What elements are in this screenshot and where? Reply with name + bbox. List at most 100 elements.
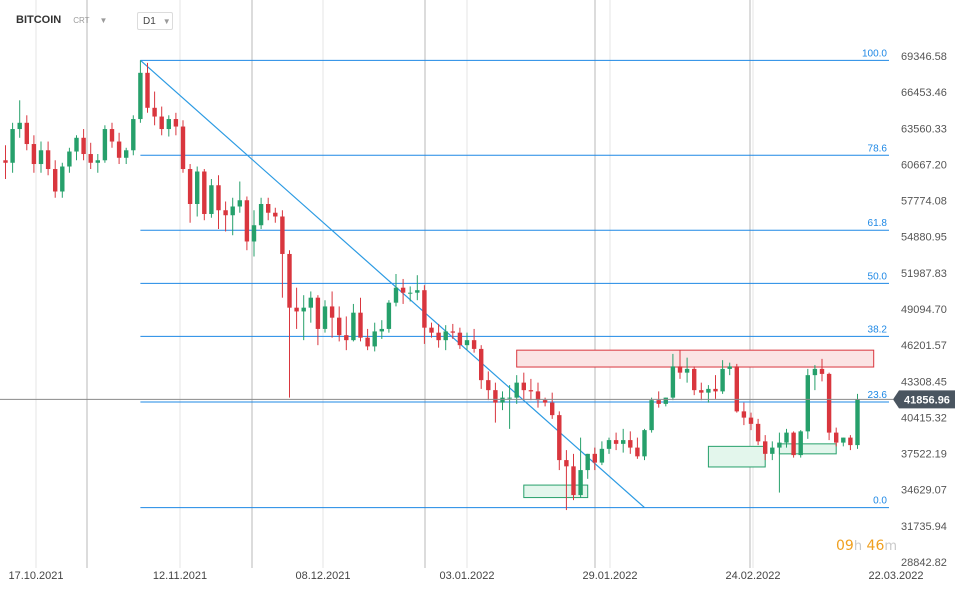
time-axis-label: 17.10.2021 <box>8 570 63 582</box>
candle-body <box>109 129 115 142</box>
candle <box>408 286 413 302</box>
candle-body <box>180 126 186 170</box>
candle-body <box>798 431 803 456</box>
candle-body <box>493 390 498 403</box>
fib-level-label: 100.0 <box>862 48 887 59</box>
time-axis-label: 12.11.2021 <box>153 570 207 582</box>
candle-body <box>386 302 392 329</box>
candle <box>180 120 186 173</box>
candle <box>621 428 626 453</box>
candle <box>713 375 718 399</box>
candle-body <box>479 348 484 381</box>
support-zone[interactable] <box>778 443 837 455</box>
candle-body <box>755 423 761 442</box>
candle <box>294 287 299 329</box>
fib-level-label: 0.0 <box>873 496 887 507</box>
candle-body <box>166 119 171 130</box>
symbol-type: CRT <box>73 15 90 25</box>
candle-body <box>642 430 647 457</box>
time-axis[interactable]: 17.10.2021 12.11.2021 08.12.2021 03.01.2022… <box>8 570 923 582</box>
candle-body <box>351 312 356 341</box>
fibonacci-retracement[interactable]: 100.0 78.6 61.8 50.0 38.2 23.6 0.0 <box>140 48 889 509</box>
countdown-hours: 09 <box>836 538 854 554</box>
candle-body <box>557 415 562 461</box>
candle <box>684 357 690 383</box>
candle-body <box>408 292 413 294</box>
timeframe-selector[interactable]: D1 ▼ <box>137 12 173 30</box>
countdown-hours-unit: h <box>853 539 863 554</box>
candle <box>24 115 29 151</box>
candle <box>31 135 37 173</box>
candle <box>763 435 768 461</box>
candle <box>613 432 619 451</box>
candle-body <box>74 137 79 152</box>
candle-body <box>848 437 853 446</box>
candle <box>379 320 384 339</box>
candle-body <box>677 366 683 373</box>
support-zone[interactable] <box>707 445 766 468</box>
candle <box>677 350 683 379</box>
candle-body <box>621 440 626 444</box>
candle-body <box>258 203 264 226</box>
candle-body <box>131 119 136 151</box>
candle-body <box>379 328 384 332</box>
candle-body <box>301 307 306 312</box>
candle-body <box>294 307 299 312</box>
candle <box>507 385 512 429</box>
candle <box>251 210 257 257</box>
candle-body <box>741 411 747 418</box>
candle <box>329 291 335 338</box>
candle <box>805 368 810 439</box>
candle <box>443 325 448 351</box>
symbol-selector[interactable]: BITCOIN CRT ▼ <box>16 14 107 26</box>
candle-body <box>173 119 179 127</box>
candle-body <box>564 460 569 467</box>
candle-body <box>67 151 72 167</box>
candle <box>258 197 264 229</box>
candle-body <box>17 122 22 130</box>
candle-body <box>53 169 58 192</box>
fib-level-label: 78.6 <box>868 143 888 154</box>
candle-body <box>273 212 278 217</box>
candle <box>755 418 761 446</box>
resistance-zone[interactable] <box>516 349 875 368</box>
price-axis-label: 69346.58 <box>901 51 947 63</box>
candle <box>273 207 278 223</box>
candle-body <box>436 332 441 341</box>
price-axis[interactable]: 69346.58 66453.46 63560.33 60667.20 57774.08… <box>901 51 947 569</box>
candle-body <box>400 287 406 293</box>
support-zone[interactable] <box>523 484 589 499</box>
time-axis-label: 03.01.2022 <box>439 570 494 582</box>
candle-body <box>315 297 321 329</box>
candle <box>337 306 342 342</box>
countdown-minutes: 46 <box>866 538 885 554</box>
time-axis-label: 08.12.2021 <box>295 570 350 582</box>
candle <box>585 453 590 479</box>
candle-body <box>500 397 505 403</box>
candle-body <box>422 290 427 328</box>
candle-body <box>3 160 8 163</box>
candle-body <box>187 169 193 204</box>
candle <box>60 162 65 198</box>
price-axis-label: 63560.33 <box>901 123 947 135</box>
candle <box>692 366 697 396</box>
fib-level-label: 38.2 <box>868 324 888 335</box>
candle-body <box>535 391 541 401</box>
candle <box>734 363 739 413</box>
candle-body <box>209 185 214 214</box>
fib-level-label: 61.8 <box>868 218 888 229</box>
candle <box>741 402 747 426</box>
candle <box>109 122 115 148</box>
chevron-down-icon: ▼ <box>162 16 171 26</box>
candle <box>471 328 477 353</box>
candle <box>649 397 654 433</box>
candle-body <box>415 290 420 293</box>
candle <box>315 295 321 346</box>
candle <box>344 316 349 351</box>
candle <box>159 106 164 136</box>
candle <box>777 432 782 493</box>
candle <box>351 303 356 342</box>
countdown-minutes-unit: m <box>884 539 898 554</box>
